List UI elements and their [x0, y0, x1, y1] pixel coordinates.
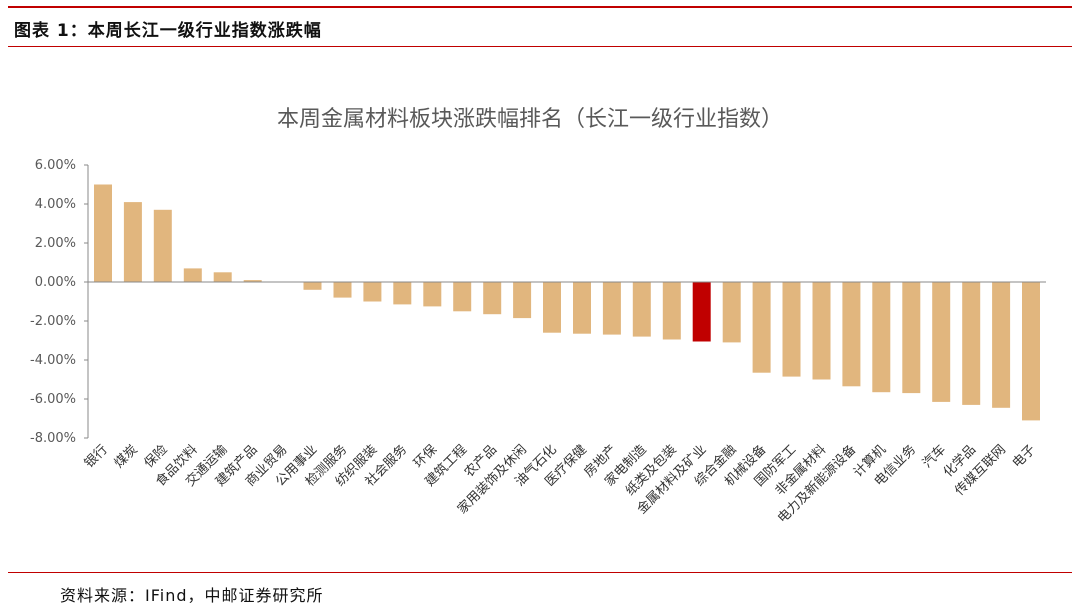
bar-15	[513, 282, 532, 319]
y-tick-label: -6.00%	[30, 392, 76, 407]
y-tick-label: -8.00%	[30, 431, 76, 446]
bar-16	[543, 282, 561, 333]
bar-22	[722, 282, 741, 343]
bar-5	[213, 272, 232, 283]
footer-rule	[8, 572, 1072, 573]
figure-label: 图表 1：本周长江一级行业指数涨跌幅	[14, 21, 322, 41]
bar-8	[303, 282, 322, 290]
y-axis: 6.00% 4.00% 2.00% 0.00% -2.00% -4.00% -6.00% -8…	[30, 158, 89, 446]
bar-27	[872, 282, 891, 393]
bar-11	[393, 282, 412, 305]
category-label: 煤炭	[112, 442, 141, 471]
category-label: 电子	[1010, 442, 1039, 471]
y-tick-label: -2.00%	[30, 314, 76, 329]
bar-25	[812, 282, 831, 380]
bar-12	[423, 282, 442, 307]
header-rule	[8, 46, 1072, 47]
bar-26	[842, 282, 861, 387]
bar-29	[932, 282, 951, 402]
bar-30	[962, 282, 981, 405]
bar-23	[752, 282, 771, 373]
bar-20	[662, 282, 681, 340]
y-tick-label: -4.00%	[30, 353, 76, 368]
top-rule	[8, 6, 1072, 8]
bar-17	[573, 282, 591, 334]
bar-21	[692, 282, 711, 342]
bar-9	[333, 282, 352, 298]
source-note: 资料来源：IFind，中邮证券研究所	[60, 586, 324, 605]
bar-6	[243, 280, 262, 282]
y-tick-label: 0.00%	[35, 275, 76, 290]
y-tick-label: 6.00%	[35, 158, 76, 173]
bar-32	[1022, 282, 1040, 421]
y-tick-label: 4.00%	[35, 197, 76, 212]
category-label: 银行	[82, 442, 111, 471]
bar-13	[453, 282, 472, 312]
bar-2	[123, 202, 142, 282]
bar-3	[153, 209, 172, 282]
bar-14	[483, 282, 502, 315]
y-tick-label: 2.00%	[35, 236, 76, 251]
bar-18	[602, 282, 621, 335]
bar-10	[363, 282, 382, 302]
bar-28	[902, 282, 921, 394]
bar-1	[94, 184, 112, 282]
bar-24	[782, 282, 801, 377]
bars	[88, 184, 1046, 421]
bar-4	[183, 268, 202, 282]
bar-19	[632, 282, 651, 337]
bar-31	[992, 282, 1011, 408]
chart-title: 本周金属材料板块涨跌幅排名（长江一级行业指数）	[277, 107, 783, 132]
